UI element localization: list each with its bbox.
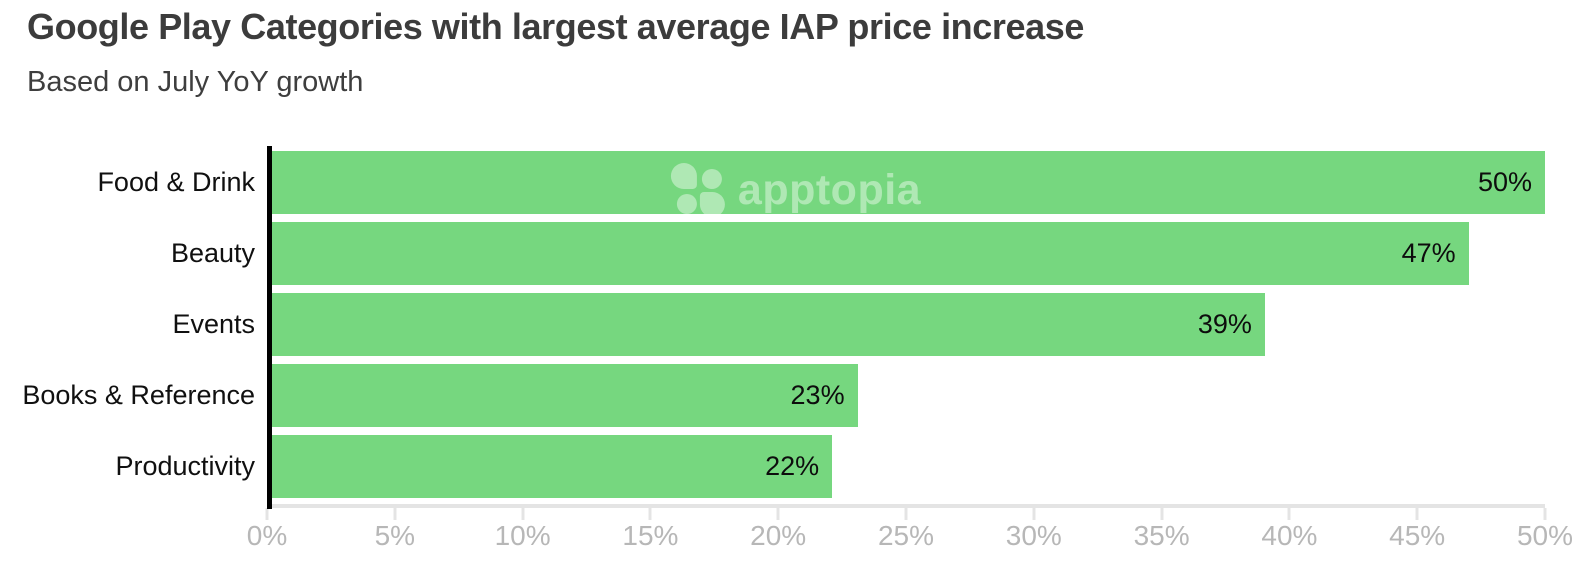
x-axis-tick-label: 40% xyxy=(1261,520,1318,552)
y-axis-line xyxy=(267,146,272,510)
bar-value-label: 50% xyxy=(1477,167,1532,198)
x-axis: 0% 5% 10% 15% 20% 25% 30% 35% 40% 45% 50% xyxy=(247,504,1573,560)
x-axis-tick xyxy=(1415,508,1419,521)
bar-value-label: 39% xyxy=(1197,309,1252,340)
bar-chart: Food & Drink 50% Beauty 47% Events 39% Books &… xyxy=(0,146,1592,560)
x-axis-tick xyxy=(1287,508,1291,521)
bar-track: 47% xyxy=(272,222,1545,286)
bar-track: 39% xyxy=(272,293,1545,357)
x-axis-tick xyxy=(1543,508,1547,521)
x-axis-tick-label: 30% xyxy=(1005,520,1062,552)
bar: 22% xyxy=(272,435,833,499)
x-axis-tick-label: 20% xyxy=(750,520,807,552)
bar-row: Events 39% xyxy=(0,293,1592,357)
x-axis-tick xyxy=(521,508,525,521)
bar-row: Beauty 47% xyxy=(0,222,1592,286)
bar-row: Food & Drink 50% xyxy=(0,151,1592,215)
x-axis-tick xyxy=(904,508,908,521)
bar-row: Productivity 22% xyxy=(0,435,1592,499)
bar-value-label: 22% xyxy=(765,451,820,482)
category-label: Beauty xyxy=(170,238,255,269)
x-axis-tick xyxy=(393,508,397,521)
x-axis-tick xyxy=(1160,508,1164,521)
x-axis-tick xyxy=(265,508,269,521)
category-label: Books & Reference xyxy=(22,380,255,411)
bar-value-label: 47% xyxy=(1401,238,1456,269)
category-label: Events xyxy=(172,309,255,340)
bar-track: 50% xyxy=(272,151,1545,215)
category-label: Productivity xyxy=(115,451,255,482)
bar: 50% xyxy=(272,151,1545,215)
bar: 23% xyxy=(272,364,858,428)
bar-row: Books & Reference 23% xyxy=(0,364,1592,428)
bar-track: 22% xyxy=(272,435,1545,499)
bar-value-label: 23% xyxy=(790,380,845,411)
bar: 39% xyxy=(272,293,1265,357)
x-axis-tick-label: 10% xyxy=(494,520,551,552)
chart-page: Google Play Categories with largest aver… xyxy=(0,6,1592,564)
bar: 47% xyxy=(272,222,1469,286)
page-title: Google Play Categories with largest aver… xyxy=(27,6,1084,47)
x-axis-tick xyxy=(1032,508,1036,521)
x-axis-tick xyxy=(776,508,780,521)
x-axis-tick-label: 5% xyxy=(374,520,416,552)
x-axis-tick-label: 25% xyxy=(877,520,935,552)
x-axis-tick-label: 45% xyxy=(1389,520,1446,552)
x-axis-tick-label: 15% xyxy=(622,520,679,552)
x-axis-tick xyxy=(648,508,652,521)
bar-track: 23% xyxy=(272,364,1545,428)
x-axis-tick-label: 50% xyxy=(1516,520,1574,552)
x-axis-tick-label: 0% xyxy=(246,520,288,552)
bar-rows: Food & Drink 50% Beauty 47% Events 39% Books &… xyxy=(0,146,1592,510)
category-label: Food & Drink xyxy=(97,167,255,198)
page-subtitle: Based on July YoY growth xyxy=(27,66,364,99)
x-axis-tick-label: 35% xyxy=(1133,520,1190,552)
